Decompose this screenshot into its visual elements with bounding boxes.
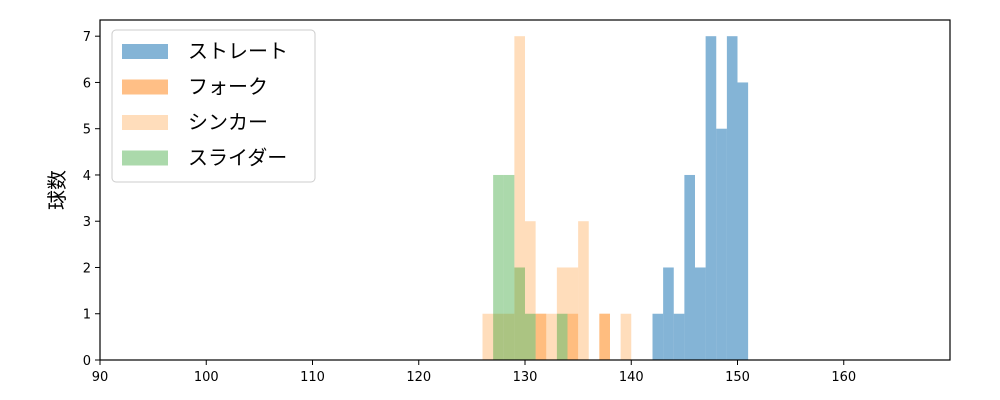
histogram-bar	[525, 313, 536, 360]
y-tick-label: 0	[83, 354, 91, 369]
y-tick-label: 5	[83, 123, 91, 138]
legend-label: スライダー	[188, 146, 287, 170]
histogram-bar	[546, 313, 557, 360]
histogram-bar	[567, 267, 579, 360]
histogram-bar	[663, 267, 674, 360]
legend-label: シンカー	[188, 110, 268, 134]
histogram-bar	[493, 313, 504, 360]
legend-swatch	[122, 115, 168, 130]
histogram-bar	[514, 36, 525, 360]
axes-layer: 90 100 110 120 130 140 150 160 0 1 2 3 4 5 6 7	[83, 19, 951, 385]
y-tick-label: 2	[83, 261, 91, 276]
x-tick-label: 160	[831, 370, 856, 385]
histogram-bar	[726, 36, 738, 360]
legend-label: ストレート	[188, 39, 288, 63]
histogram-bar	[599, 313, 610, 360]
y-tick-label: 7	[83, 30, 91, 45]
histogram-bar	[684, 174, 695, 360]
legend-swatch	[122, 79, 168, 95]
histogram-bar	[737, 82, 749, 361]
x-tick-label: 100	[194, 370, 219, 385]
histogram-bar	[652, 313, 664, 360]
histogram-bar	[556, 313, 568, 360]
x-tick-label: 140	[619, 370, 644, 385]
y-tick-label: 3	[83, 215, 91, 230]
histogram-bar	[482, 313, 494, 360]
y-tick-label: 6	[83, 76, 91, 91]
histogram-bar	[695, 267, 706, 360]
legend-swatch	[122, 150, 168, 166]
y-axis-label: 球数	[45, 170, 69, 210]
x-tick-label: 130	[513, 370, 538, 385]
x-tick-label: 90	[92, 370, 109, 385]
histogram-bar	[525, 221, 536, 360]
histogram-bar	[493, 174, 504, 360]
histogram-bar	[705, 36, 717, 360]
histogram-bar	[578, 221, 589, 360]
x-tick-label: 120	[406, 370, 431, 385]
series-4	[493, 174, 568, 360]
x-tick-label: 150	[725, 370, 750, 385]
x-tick-label: 110	[300, 370, 325, 385]
histogram-bar	[620, 313, 632, 360]
legend-label: フォーク	[188, 75, 268, 99]
bars-layer	[482, 36, 749, 361]
series-3	[482, 36, 632, 360]
histogram-bar	[673, 313, 685, 360]
histogram-bar	[716, 128, 727, 360]
y-tick-label: 1	[83, 308, 91, 323]
legend-swatch	[122, 44, 168, 59]
histogram-bar	[503, 174, 515, 360]
series-1	[652, 36, 749, 361]
histogram-bar	[535, 313, 547, 360]
y-tick-label: 4	[83, 169, 91, 184]
histogram-bar	[514, 267, 525, 360]
legend-box	[111, 29, 316, 183]
histogram-bar	[503, 313, 515, 360]
histogram-bar	[556, 267, 568, 360]
